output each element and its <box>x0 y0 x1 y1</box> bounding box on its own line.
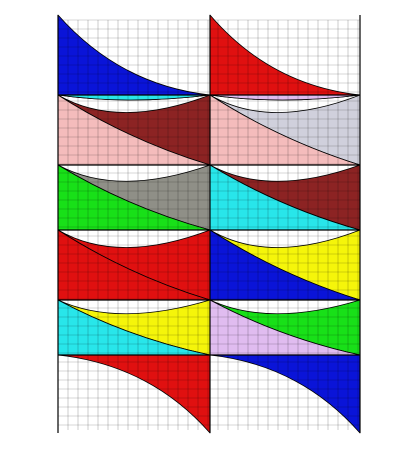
mesh-grid <box>57 15 361 433</box>
right-bottom-cusp <box>209 354 361 434</box>
right-surface-column <box>209 14 361 434</box>
left-surface-column <box>57 14 211 434</box>
right-band-1 <box>209 94 361 101</box>
left-band-1 <box>57 94 211 101</box>
left-bottom-cusp <box>57 354 211 434</box>
